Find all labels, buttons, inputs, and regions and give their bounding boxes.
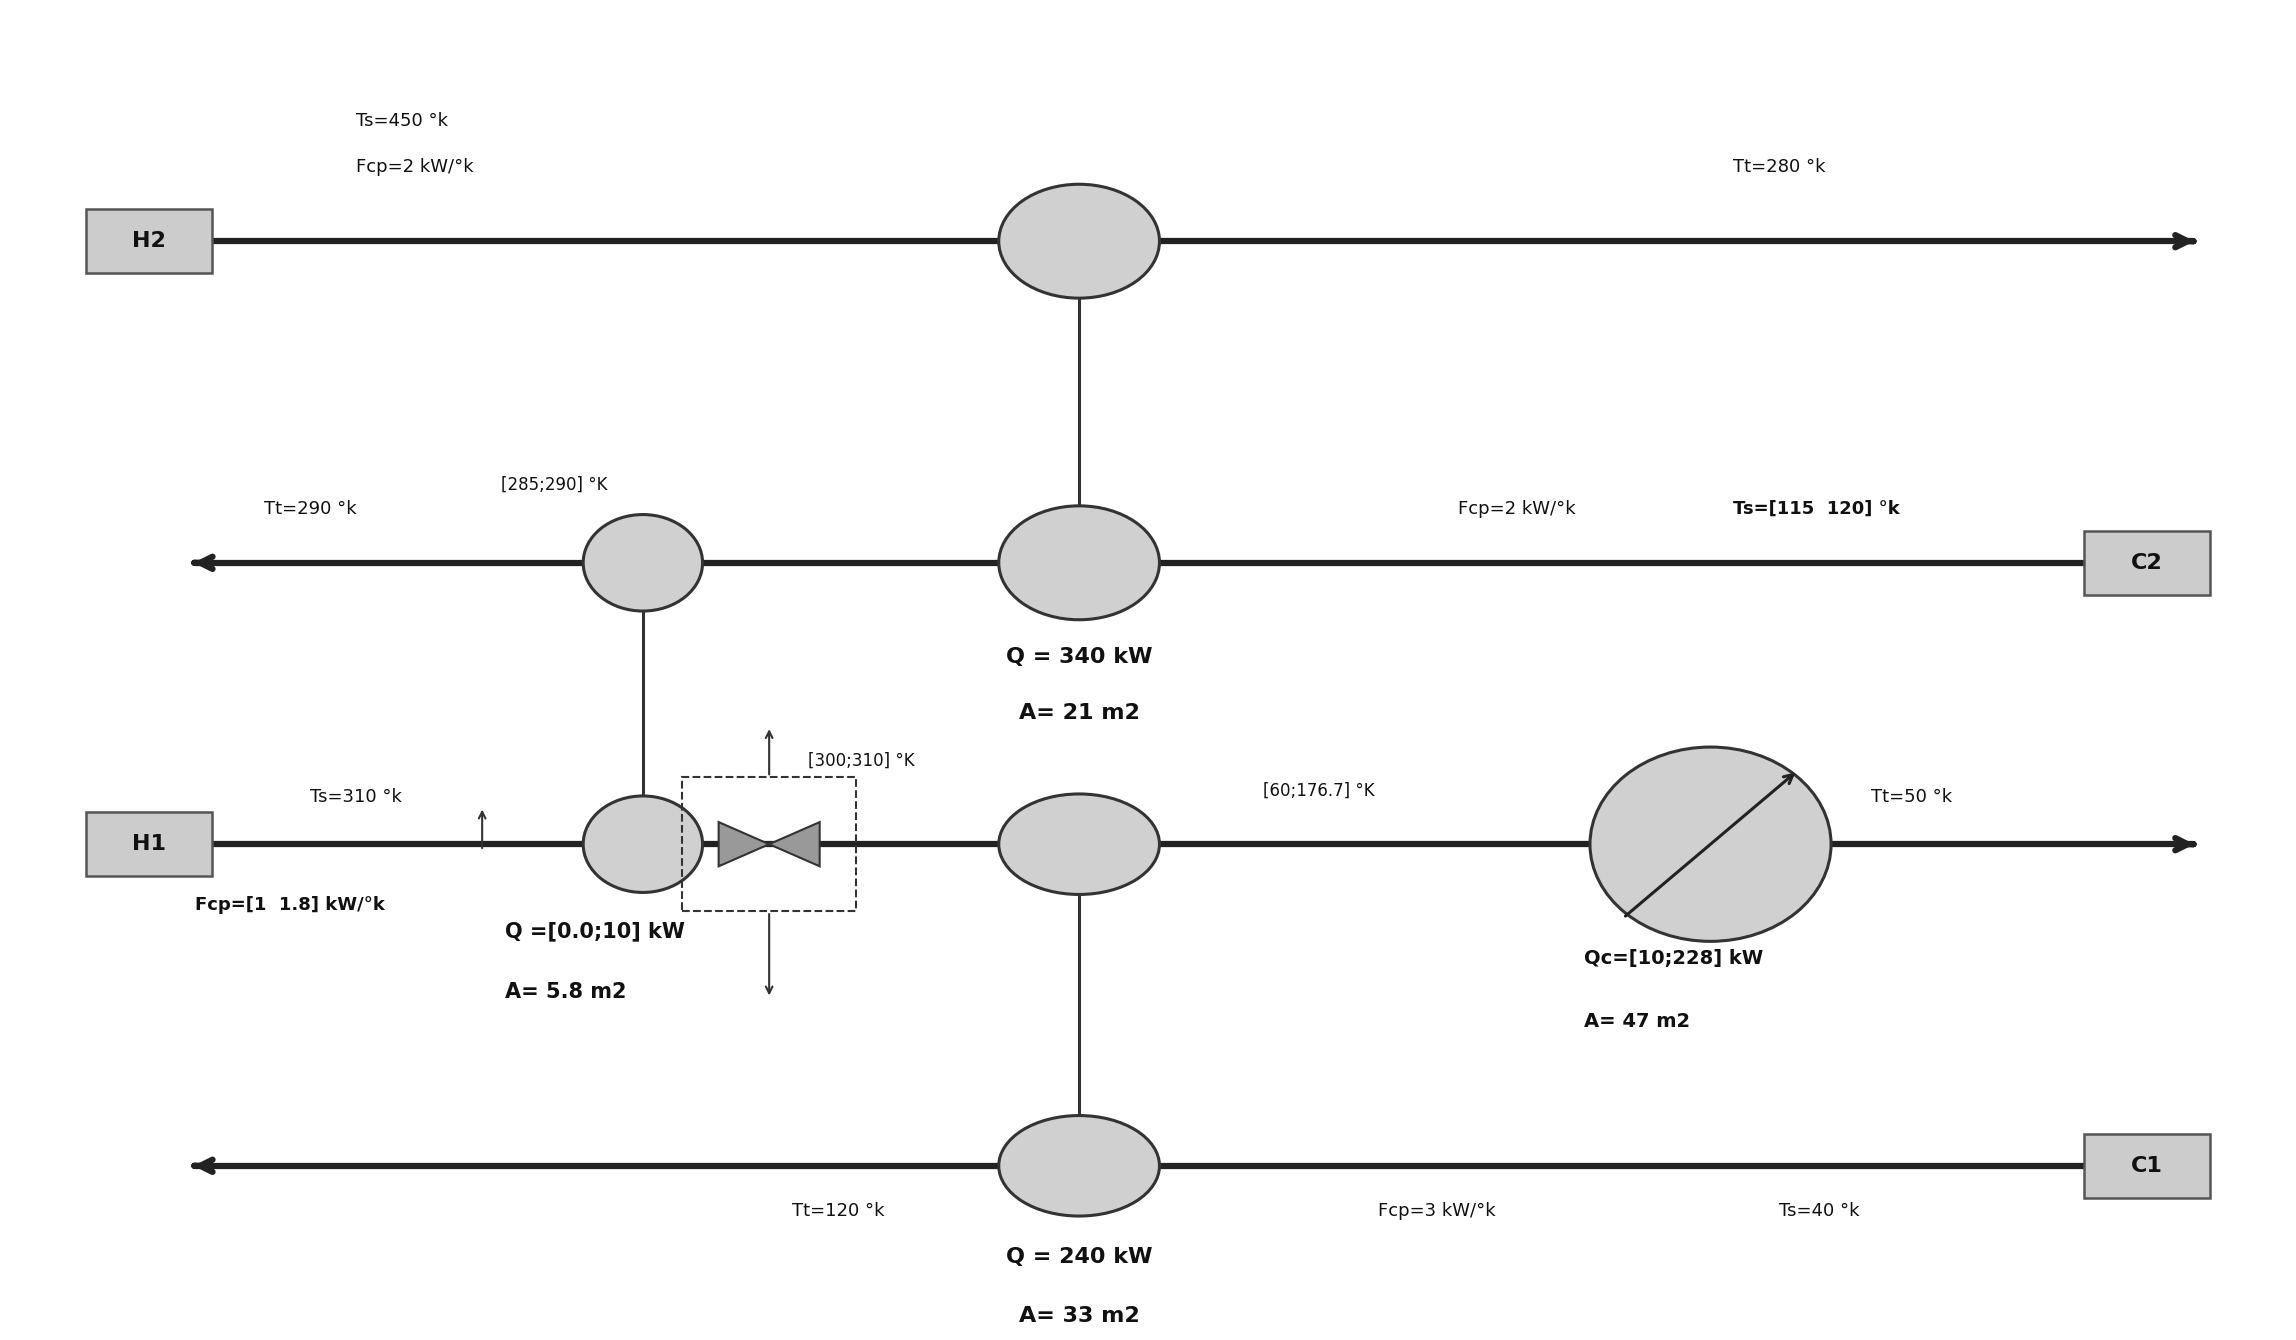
Text: Tt=290 °k: Tt=290 °k — [264, 500, 356, 519]
Text: Fcp=3 kW/°k: Fcp=3 kW/°k — [1378, 1202, 1495, 1221]
Ellipse shape — [999, 1115, 1159, 1217]
Text: Tt=120 °k: Tt=120 °k — [792, 1202, 884, 1221]
Text: Fcp=[1  1.8] kW/°k: Fcp=[1 1.8] kW/°k — [195, 895, 386, 914]
Text: Fcp=2 kW/°k: Fcp=2 kW/°k — [356, 158, 473, 177]
Text: A= 47 m2: A= 47 m2 — [1584, 1012, 1690, 1030]
Bar — [682, 777, 856, 911]
Text: Ts=450 °k: Ts=450 °k — [356, 111, 448, 130]
Polygon shape — [719, 821, 769, 867]
Text: Tt=280 °k: Tt=280 °k — [1733, 158, 1825, 177]
FancyBboxPatch shape — [2085, 1134, 2209, 1198]
FancyBboxPatch shape — [87, 209, 214, 273]
Text: [300;310] °K: [300;310] °K — [808, 752, 914, 770]
FancyBboxPatch shape — [87, 812, 214, 876]
Text: C1: C1 — [2131, 1156, 2163, 1175]
FancyBboxPatch shape — [2085, 531, 2209, 595]
Text: [285;290] °K: [285;290] °K — [501, 476, 606, 494]
Text: Q = 240 kW: Q = 240 kW — [1006, 1248, 1153, 1266]
Text: Ts=40 °k: Ts=40 °k — [1779, 1202, 1860, 1221]
Polygon shape — [769, 821, 820, 867]
Text: Ts=310 °k: Ts=310 °k — [310, 788, 402, 807]
Text: Qc=[10;228] kW: Qc=[10;228] kW — [1584, 949, 1763, 967]
Text: Q = 340 kW: Q = 340 kW — [1006, 647, 1153, 666]
Text: Ts=[115  120] °k: Ts=[115 120] °k — [1733, 500, 1901, 519]
Text: H1: H1 — [133, 835, 165, 854]
Text: A= 21 m2: A= 21 m2 — [1019, 704, 1139, 722]
Text: [60;176.7] °K: [60;176.7] °K — [1263, 781, 1375, 800]
Ellipse shape — [583, 796, 703, 892]
Text: Q =[0.0;10] kW: Q =[0.0;10] kW — [505, 922, 684, 941]
Ellipse shape — [999, 184, 1159, 299]
Text: H2: H2 — [133, 232, 165, 251]
Text: A= 5.8 m2: A= 5.8 m2 — [505, 982, 627, 1001]
Ellipse shape — [999, 793, 1159, 895]
Ellipse shape — [1591, 746, 1832, 941]
Text: Fcp=2 kW/°k: Fcp=2 kW/°k — [1458, 500, 1575, 519]
Text: A= 33 m2: A= 33 m2 — [1019, 1306, 1139, 1325]
Ellipse shape — [583, 515, 703, 611]
Ellipse shape — [999, 505, 1159, 620]
Text: Tt=50 °k: Tt=50 °k — [1871, 788, 1952, 807]
Text: C2: C2 — [2131, 553, 2163, 572]
